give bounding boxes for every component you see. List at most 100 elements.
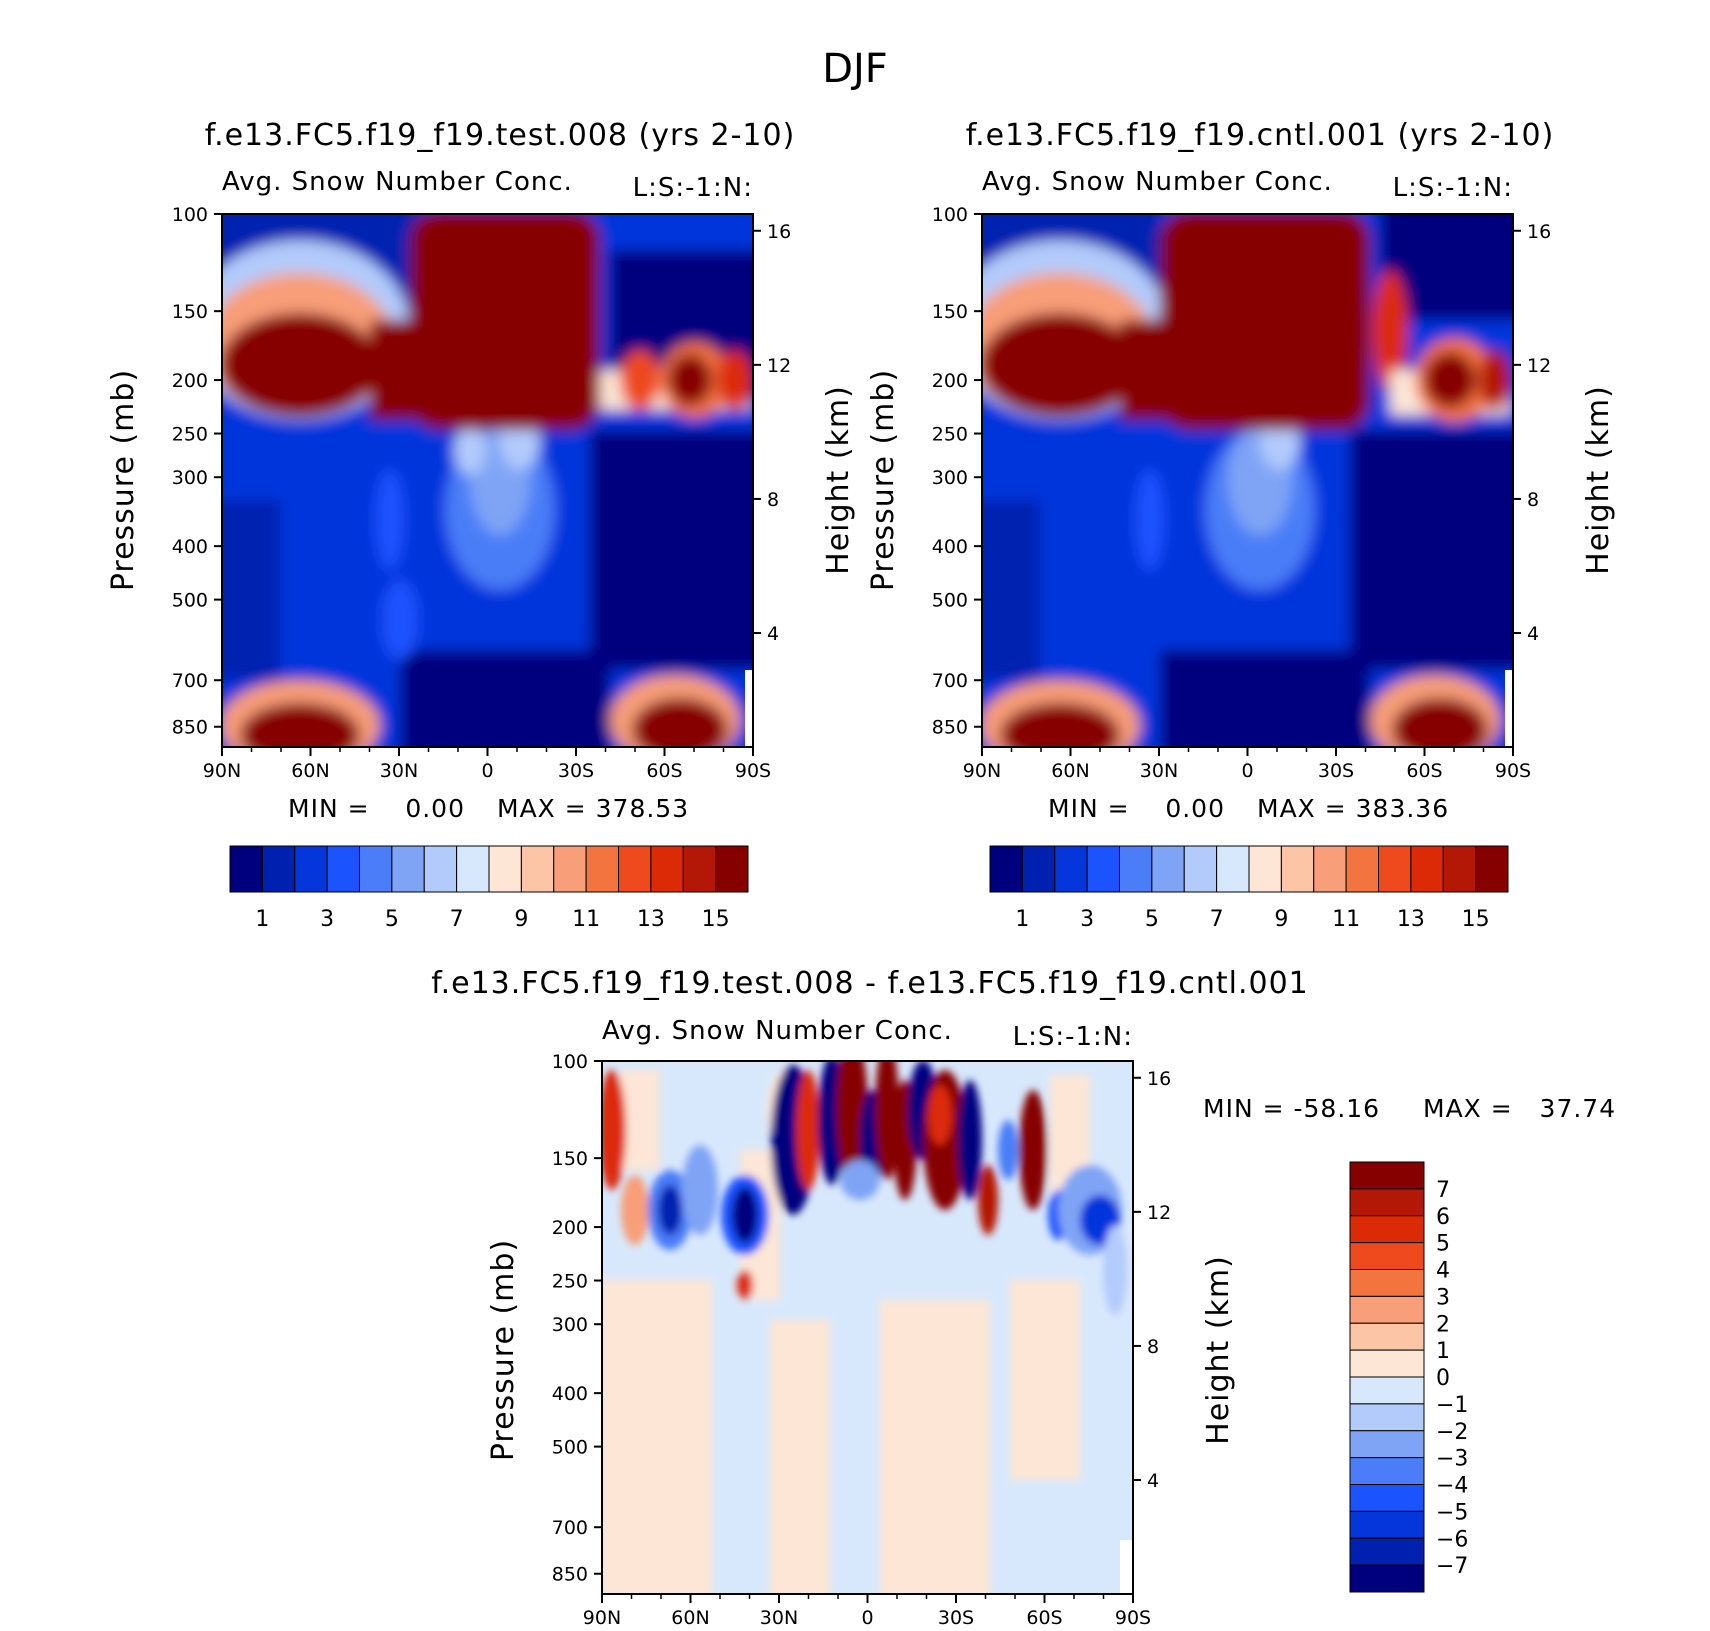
- panel-test-colorbar-box: [359, 845, 393, 893]
- panel-cntl-colorbar-label: 1: [1015, 907, 1029, 932]
- panel-cntl-colorbar-box: [1151, 845, 1185, 893]
- panel-cntl-ytick-label: 850: [932, 717, 968, 739]
- panel-cntl-y2tick-label: 4: [1527, 623, 1539, 645]
- panel-diff-colorbar-box: [1349, 1457, 1425, 1485]
- panel-cntl-xtick-label: 0: [1241, 760, 1253, 782]
- panel-cntl-y2tick-label: 16: [1527, 221, 1551, 243]
- panel-test-colorbar-label: 15: [702, 907, 730, 932]
- panel-cntl-colorbar-box: [1054, 845, 1088, 893]
- panel-test-y2tick-label: 16: [767, 221, 791, 243]
- panel-diff-colorbar-label: −6: [1436, 1527, 1468, 1552]
- panel-cntl-colorbar-box: [1475, 845, 1509, 893]
- panel-test-xtick-label: 90N: [203, 760, 241, 782]
- panel-diff-ytick-label: 300: [552, 1314, 588, 1336]
- panel-cntl-colorbar-label: 15: [1462, 907, 1490, 932]
- panel-test-contour-field: [222, 214, 753, 747]
- panel-cntl-ytick-label: 300: [932, 467, 968, 489]
- panel-cntl-min: MIN = 0.00: [1048, 794, 1225, 823]
- panel-cntl-colorbar-box: [1280, 845, 1315, 893]
- panel-cntl-ytick-label: 150: [932, 301, 968, 323]
- panel-test-ytick-label: 100: [172, 204, 208, 226]
- panel-test-colorbar-box: [456, 845, 490, 893]
- panel-cntl-ytick-label: 100: [932, 204, 968, 226]
- panel-cntl-colorbar-box: [1345, 845, 1379, 893]
- panel-diff-y2label: Height (km): [1201, 1255, 1236, 1445]
- panel-test-colorbar-box: [261, 845, 296, 893]
- panel-test-colorbar-box: [585, 845, 619, 893]
- panel-cntl-colorbar-box: [1086, 845, 1120, 893]
- panel-test-colorbar-box: [326, 845, 360, 893]
- panel-cntl-colorbar-box: [1410, 845, 1444, 893]
- panel-diff-xtick-label: 0: [861, 1607, 873, 1629]
- panel-cntl-xtick-label: 90S: [1495, 760, 1531, 782]
- panel-diff-colorbar-box: [1349, 1161, 1425, 1190]
- panel-diff-colorbar-box: [1349, 1537, 1425, 1566]
- panel-cntl-xtick-label: 30S: [1318, 760, 1354, 782]
- panel-cntl-colorbar-box: [989, 845, 1023, 893]
- panel-cntl-colorbar-box: [1248, 845, 1282, 893]
- panel-cntl-ytick-label: 200: [932, 370, 968, 392]
- panel-cntl-colorbar-label: 3: [1080, 907, 1094, 932]
- panel-diff-colorbar-box: [1349, 1295, 1425, 1324]
- panel-test-ytick-label: 850: [172, 717, 208, 739]
- panel-diff-colorbar-box: [1349, 1269, 1425, 1297]
- panel-test: f.e13.FC5.f19_f19.test.008 (yrs 2-10) Av…: [106, 118, 856, 932]
- panel-diff-colorbar-label: 3: [1436, 1285, 1450, 1310]
- panel-cntl-colorbar-box: [1216, 845, 1250, 893]
- panel-diff-colorbar-label: 0: [1436, 1366, 1450, 1391]
- panel-cntl: f.e13.FC5.f19_f19.cntl.001 (yrs 2-10) Av…: [866, 118, 1616, 932]
- panel-cntl-colorbar: 1 3 5 7 9 11 13 15: [989, 845, 1509, 932]
- panel-cntl-ticks: 100 150 200 250 300 400 500 700 850 16 12 8 4 90N 60N 3…: [932, 204, 1551, 782]
- panel-test-xtick-label: 90S: [735, 760, 771, 782]
- panel-diff-colorbar-box: [1349, 1376, 1425, 1405]
- panel-test-xtick-label: 30S: [558, 760, 594, 782]
- panel-cntl-ytick-label: 700: [932, 670, 968, 692]
- panel-diff-xtick-label: 60N: [671, 1607, 709, 1629]
- panel-diff-xtick-label: 90S: [1115, 1607, 1151, 1629]
- panel-diff-colorbar-label: −5: [1436, 1500, 1468, 1525]
- panel-diff-xtick-label: 60S: [1026, 1607, 1062, 1629]
- panel-cntl-y2tick-label: 8: [1527, 489, 1539, 511]
- panel-diff-title: f.e13.FC5.f19_f19.test.008 - f.e13.FC5.f…: [431, 966, 1309, 1001]
- panel-diff-colorbar-label: −1: [1436, 1393, 1468, 1418]
- panel-diff-colorbar-label: −4: [1436, 1474, 1468, 1499]
- panel-test-colorbar-box: [488, 845, 522, 893]
- panel-cntl-subtitle: Avg. Snow Number Conc.: [982, 167, 1333, 197]
- panel-diff-ytick-label: 500: [552, 1437, 588, 1459]
- figure-title: DJF: [822, 46, 888, 92]
- panel-test-xtick-label: 0: [481, 760, 493, 782]
- panel-diff-ytick-label: 200: [552, 1217, 588, 1239]
- panel-test-colorbar-box: [682, 845, 717, 893]
- panel-test-y2label: Height (km): [821, 385, 856, 575]
- panel-test-colorbar-box: [229, 845, 263, 893]
- panel-diff-colorbar-box: [1349, 1215, 1425, 1244]
- panel-diff-ytick-label: 700: [552, 1517, 588, 1539]
- panel-diff-ytick-label: 150: [552, 1148, 588, 1170]
- panel-diff-ytick-label: 400: [552, 1383, 588, 1405]
- panel-cntl-xtick-label: 60N: [1051, 760, 1089, 782]
- panel-cntl-ytick-label: 500: [932, 590, 968, 612]
- panel-cntl-max: MAX = 383.36: [1257, 794, 1449, 823]
- panel-diff-colorbar-label: 6: [1436, 1205, 1450, 1230]
- panel-test-units: L:S:-1:N:: [633, 173, 753, 203]
- panel-test-colorbar-box: [715, 845, 749, 893]
- panel-test-colorbar-box: [520, 845, 555, 893]
- panel-test-colorbar-label: 13: [637, 907, 665, 932]
- panel-cntl-colorbar-box: [1313, 845, 1347, 893]
- panel-test-colorbar-box: [618, 845, 652, 893]
- panel-cntl-colorbar-label: 11: [1332, 907, 1360, 932]
- panel-diff-min: MIN = -58.16: [1203, 1094, 1380, 1123]
- panel-diff-colorbar-box: [1349, 1188, 1425, 1217]
- panel-diff-xtick-label: 30N: [760, 1607, 798, 1629]
- panel-diff-colorbar-box: [1349, 1403, 1425, 1432]
- panel-diff-ytick-label: 250: [552, 1271, 588, 1293]
- panel-cntl-colorbar-label: 13: [1397, 907, 1425, 932]
- panel-diff-colorbar-label: −2: [1436, 1420, 1468, 1445]
- panel-test-ytick-label: 200: [172, 370, 208, 392]
- panel-cntl-title: f.e13.FC5.f19_f19.cntl.001 (yrs 2-10): [966, 118, 1555, 153]
- panel-diff-colorbar-label: 2: [1436, 1312, 1450, 1337]
- panel-test-ytick-label: 700: [172, 670, 208, 692]
- panel-diff-colorbar-box: [1349, 1242, 1425, 1270]
